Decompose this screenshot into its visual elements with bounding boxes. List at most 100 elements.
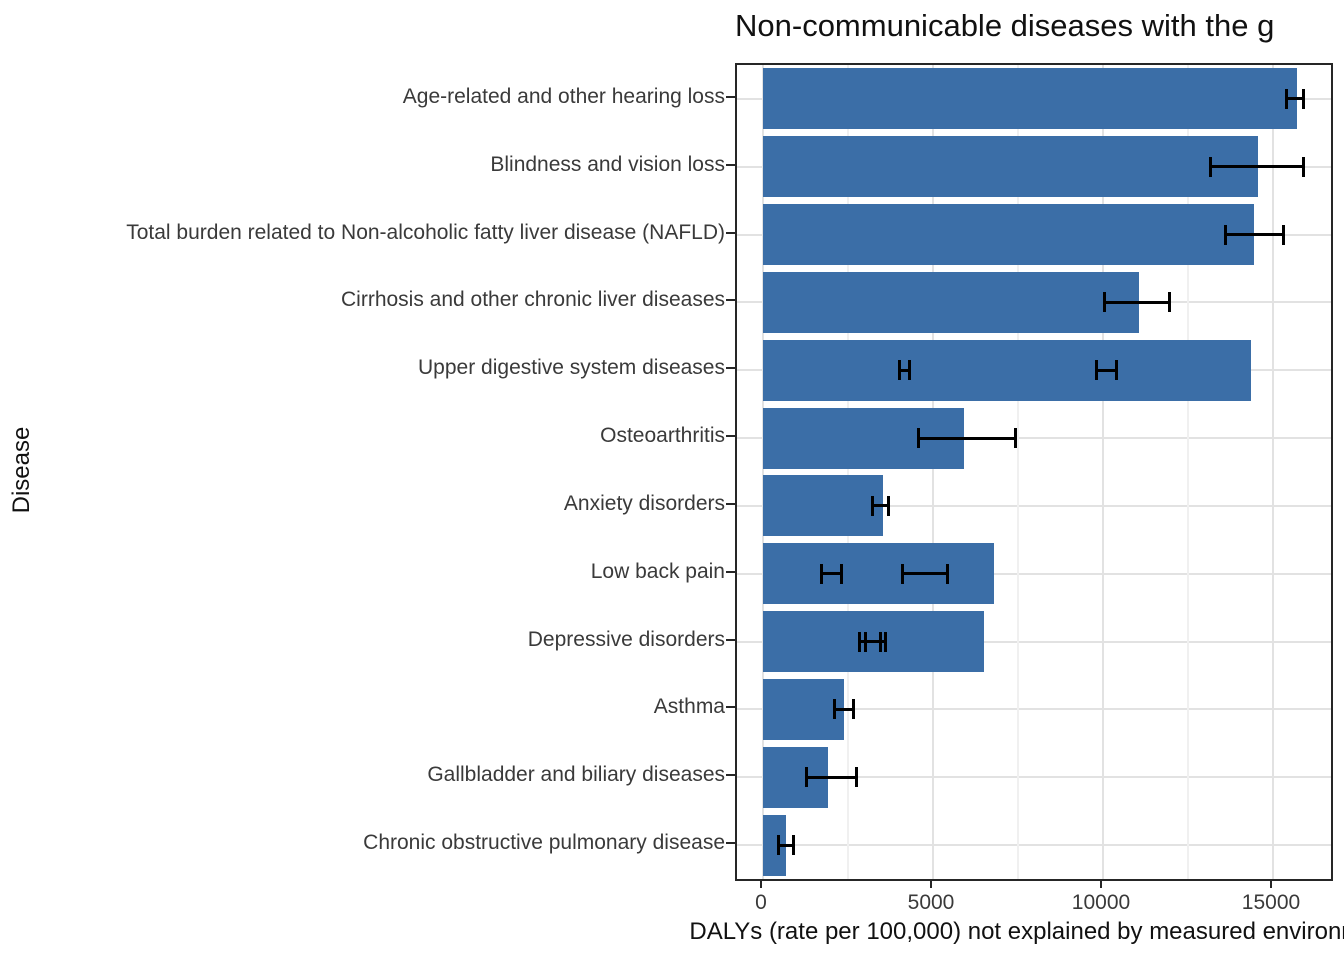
- error-bar-cap: [1102, 292, 1106, 313]
- error-bar-cap: [792, 835, 796, 856]
- x-axis-title: DALYs (rate per 100,000) not explained b…: [689, 918, 1344, 945]
- error-bar-cap: [858, 631, 862, 652]
- error-bar-cap: [1281, 224, 1285, 245]
- error-bar-line: [806, 775, 857, 779]
- error-bar-line: [778, 843, 794, 847]
- y-axis-category-label: Osteoarthritis: [600, 424, 725, 448]
- error-bar-cap: [840, 563, 844, 584]
- y-tick-mark: [726, 299, 735, 302]
- error-bar-cap: [883, 631, 887, 652]
- h-gridline: [737, 776, 1331, 779]
- error-bar-cap: [1095, 360, 1099, 381]
- bar: [763, 271, 1139, 333]
- y-tick-mark: [726, 95, 735, 98]
- error-bar-cap: [1302, 88, 1306, 109]
- v-gridline-minor: [1187, 65, 1189, 879]
- x-tick-mark: [760, 879, 762, 888]
- error-bar-cap: [819, 563, 823, 584]
- v-gridline-major: [1102, 65, 1104, 879]
- y-axis-category-label: Chronic obstructive pulmonary disease: [363, 831, 725, 855]
- y-tick-mark: [726, 367, 735, 370]
- error-bar-cap: [897, 360, 901, 381]
- error-bar-cap: [1208, 156, 1212, 177]
- error-bar-cap: [855, 767, 858, 788]
- error-bar-line: [821, 572, 842, 576]
- chart-title: Non-communicable diseases with the g: [735, 8, 1275, 43]
- y-axis-category-label: Total burden related to Non-alcoholic fa…: [126, 220, 725, 244]
- x-tick-label: 5000: [907, 891, 955, 914]
- bar: [763, 68, 1297, 130]
- x-tick-label: 0: [755, 891, 767, 914]
- x-tick-mark: [1100, 879, 1102, 888]
- error-bar-cap: [1302, 156, 1306, 177]
- v-gridline-major: [1272, 65, 1274, 879]
- bar: [763, 543, 994, 605]
- error-bar-cap: [851, 699, 855, 720]
- error-bar-cap: [1115, 360, 1119, 381]
- h-gridline: [737, 572, 1331, 575]
- h-gridline: [737, 708, 1331, 711]
- error-bar-cap: [870, 495, 874, 516]
- error-bar-line: [1286, 97, 1304, 101]
- plot-panel: [735, 63, 1333, 881]
- y-tick-mark: [726, 163, 735, 166]
- bar: [763, 204, 1255, 266]
- bar: [763, 814, 787, 876]
- x-tick-label: 15000: [1241, 891, 1301, 914]
- error-bar-cap: [946, 563, 950, 584]
- y-tick-mark: [726, 842, 735, 845]
- error-bar-cap: [863, 631, 867, 652]
- x-tick-mark: [930, 879, 932, 888]
- v-gridline-major: [932, 65, 934, 879]
- y-axis-category-label: Low back pain: [590, 559, 725, 583]
- y-tick-mark: [726, 435, 735, 438]
- v-gridline-major: [762, 65, 764, 879]
- y-tick-mark: [726, 706, 735, 709]
- y-axis-category-label: Blindness and vision loss: [490, 152, 725, 176]
- v-gridline-minor: [1017, 65, 1019, 879]
- error-bar-line: [1096, 368, 1117, 372]
- error-bar-cap: [777, 835, 781, 856]
- error-bar-cap: [1167, 292, 1171, 313]
- error-bar-cap: [1013, 428, 1017, 449]
- y-axis-category-label: Depressive disorders: [527, 627, 725, 651]
- error-bar-cap: [908, 360, 912, 381]
- y-axis-category-label: Upper digestive system diseases: [418, 356, 725, 380]
- h-gridline: [737, 640, 1331, 643]
- error-bar-cap: [901, 563, 905, 584]
- error-bar-cap: [1223, 224, 1227, 245]
- error-bar-line: [899, 368, 910, 372]
- bar: [763, 136, 1258, 198]
- error-bar-cap: [832, 699, 836, 720]
- h-gridline: [737, 504, 1331, 507]
- error-bar-line: [834, 707, 854, 711]
- y-axis-category-label: Age-related and other hearing loss: [402, 84, 725, 108]
- error-bar-line: [1225, 233, 1284, 237]
- error-bar-line: [865, 640, 886, 644]
- bar: [763, 678, 845, 740]
- y-tick-mark: [726, 502, 735, 505]
- x-tick-label: 10000: [1071, 891, 1131, 914]
- bar: [763, 475, 883, 537]
- y-tick-mark: [726, 638, 735, 641]
- error-bar-cap: [887, 495, 891, 516]
- y-axis-title: Disease: [8, 426, 35, 514]
- error-bar-line: [902, 572, 948, 576]
- y-axis-category-label: Asthma: [653, 695, 725, 719]
- y-axis-category-label: Gallbladder and biliary diseases: [427, 763, 725, 787]
- error-bar-line: [918, 436, 1016, 440]
- error-bar-cap: [1285, 88, 1289, 109]
- x-tick-mark: [1270, 879, 1272, 888]
- error-bar-line: [1210, 165, 1304, 169]
- y-axis-category-label: Anxiety disorders: [563, 491, 725, 515]
- y-tick-mark: [726, 231, 735, 234]
- y-tick-mark: [726, 774, 735, 777]
- y-axis-category-label: Cirrhosis and other chronic liver diseas…: [341, 288, 725, 312]
- y-tick-mark: [726, 570, 735, 573]
- error-bar-line: [1104, 300, 1170, 304]
- error-bar-line: [872, 504, 889, 508]
- v-gridline-minor: [847, 65, 849, 879]
- h-gridline: [737, 844, 1331, 847]
- h-gridline: [737, 437, 1331, 440]
